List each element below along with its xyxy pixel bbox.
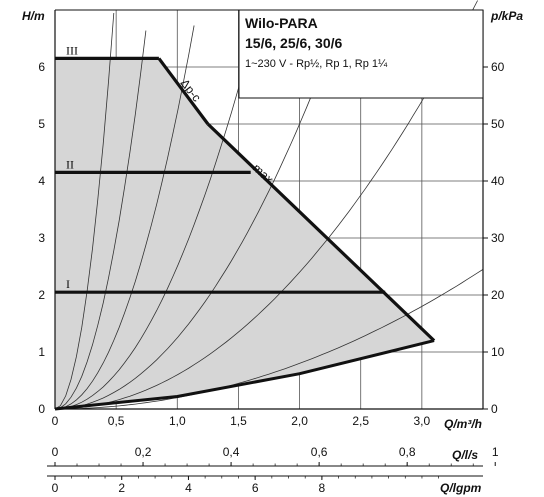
y-right-tick-label: 0 bbox=[491, 402, 498, 416]
system-curve-7 bbox=[55, 269, 484, 410]
product-title: Wilo-PARA bbox=[245, 15, 318, 31]
x3-axis-label: Q/lgpm bbox=[440, 481, 482, 495]
y-right-axis-label: p/kPa bbox=[490, 9, 523, 23]
x-tick-label: 2,0 bbox=[291, 414, 308, 428]
x-tick-label: 0,5 bbox=[108, 414, 125, 428]
x2-tick-label: 0,4 bbox=[223, 445, 240, 459]
y-right-tick-label: 10 bbox=[491, 345, 505, 359]
operating-area-fill bbox=[55, 58, 435, 410]
x3-tick-label: 2 bbox=[118, 481, 125, 495]
y-left-tick-label: 4 bbox=[38, 174, 45, 188]
x2-tick-label: 0,2 bbox=[135, 445, 152, 459]
y-right-tick-label: 40 bbox=[491, 174, 505, 188]
pump-curve--p-c bbox=[157, 57, 210, 125]
x2-tick-label: 0,8 bbox=[399, 445, 416, 459]
x-tick-label: 0 bbox=[52, 414, 59, 428]
system-curve-6 bbox=[54, 0, 478, 410]
y-left-tick-label: 1 bbox=[38, 345, 45, 359]
supply-spec: 1~230 V - Rp½, Rp 1, Rp 1¼ bbox=[245, 58, 388, 70]
x-tick-label: 2,5 bbox=[352, 414, 369, 428]
x-tick-label: 1,5 bbox=[230, 414, 247, 428]
label-speed-i: I bbox=[66, 277, 70, 291]
y-right-tick-label: 50 bbox=[491, 117, 505, 131]
x-tick-label: 1,0 bbox=[169, 414, 186, 428]
min-curve bbox=[54, 339, 435, 411]
label-speed-ii: II bbox=[66, 157, 74, 171]
x2-tick-label: 1 bbox=[492, 445, 499, 459]
pump-curve-max bbox=[206, 122, 436, 342]
info-box: Wilo-PARA 15/6, 25/6, 30/6 1~230 V - Rp½… bbox=[238, 9, 484, 99]
x3-tick-label: 4 bbox=[185, 481, 192, 495]
y-left-axis-label: H/m bbox=[22, 9, 45, 23]
x3-tick-label: 6 bbox=[252, 481, 259, 495]
x3-tick-label: 0 bbox=[52, 481, 59, 495]
operating-area bbox=[55, 58, 435, 410]
system-curves bbox=[54, 0, 484, 410]
y-right-tick-label: 20 bbox=[491, 288, 505, 302]
system-curve-1 bbox=[54, 12, 115, 410]
y-left-tick-label: 6 bbox=[38, 60, 45, 74]
x-tick-label: 3,0 bbox=[414, 414, 431, 428]
system-curve-5 bbox=[54, 11, 345, 410]
y-left-tick-label: 5 bbox=[38, 117, 45, 131]
y-right-tick-label: 60 bbox=[491, 60, 505, 74]
y-left-tick-label: 3 bbox=[38, 231, 45, 245]
x-axis-label: Q/m³/h bbox=[444, 417, 482, 431]
x2-tick-label: 0 bbox=[52, 445, 59, 459]
system-curve-4 bbox=[54, 14, 259, 410]
system-curve-3 bbox=[54, 25, 195, 410]
system-curve-2 bbox=[54, 30, 147, 410]
label-speed-iii: III bbox=[66, 43, 78, 57]
y-left-tick-label: 2 bbox=[38, 288, 45, 302]
y-left-tick-label: 0 bbox=[38, 402, 45, 416]
x2-tick-label: 0,6 bbox=[311, 445, 328, 459]
y-right-tick-label: 30 bbox=[491, 231, 505, 245]
x2-axis-label: Q/l/s bbox=[452, 448, 478, 462]
x3-tick-label: 8 bbox=[319, 481, 326, 495]
product-variants: 15/6, 25/6, 30/6 bbox=[245, 35, 343, 51]
